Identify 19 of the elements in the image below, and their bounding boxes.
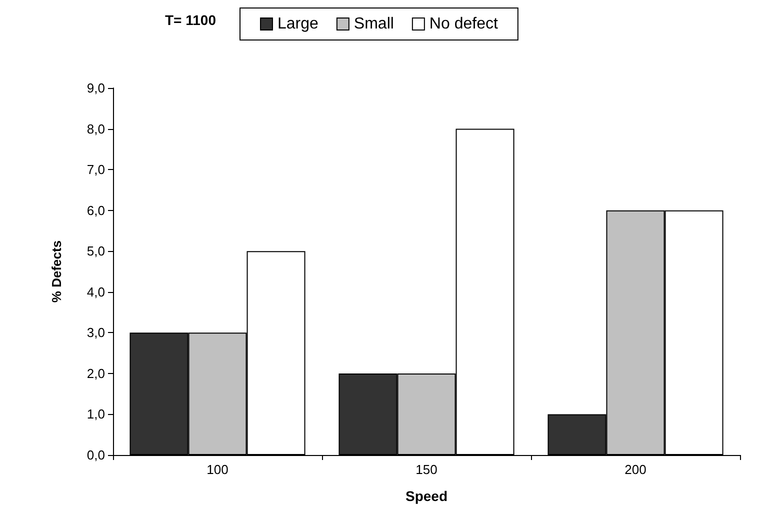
y-axis-title: % Defects xyxy=(49,240,64,303)
legend-label: Large xyxy=(278,16,319,32)
y-tick-label: 7,0 xyxy=(86,162,105,178)
y-tick-label: 0,0 xyxy=(86,448,105,462)
x-tick-label: 100 xyxy=(206,462,228,477)
y-tick-label: 4,0 xyxy=(86,284,105,300)
y-tick-label: 2,0 xyxy=(86,366,105,381)
x-axis-title: Speed xyxy=(405,488,448,504)
y-tick-label: 9,0 xyxy=(86,80,105,96)
legend-label: Small xyxy=(354,16,394,32)
y-tick-label: 8,0 xyxy=(86,121,105,136)
x-tick-label: 200 xyxy=(624,462,646,477)
y-tick-label: 6,0 xyxy=(86,202,105,218)
y-tick-label: 5,0 xyxy=(86,244,105,259)
legend-label: No defect xyxy=(429,16,498,32)
x-tick-label: 150 xyxy=(416,462,438,477)
y-tick-label: 3,0 xyxy=(86,325,105,340)
y-tick-label: 1,0 xyxy=(86,406,105,422)
chart-title: T= 1100 xyxy=(165,12,216,28)
